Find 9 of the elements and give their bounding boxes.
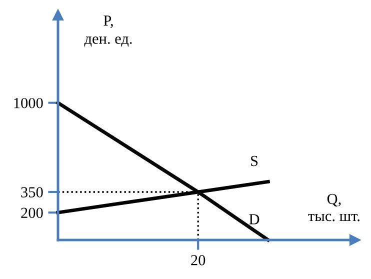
x-axis-title: Q, тыс. шт. [308,194,360,222]
y-tick-label: 350 [21,187,43,198]
y-axis-title: P, ден. ед. [84,16,132,47]
y-tick-label: 1000 [14,98,43,108]
y-tick-label: 200 [21,208,43,218]
series-label: S [251,156,258,166]
series-label: D [249,214,260,224]
x-tick-label: 20 [191,255,206,266]
line-series [56,101,270,242]
